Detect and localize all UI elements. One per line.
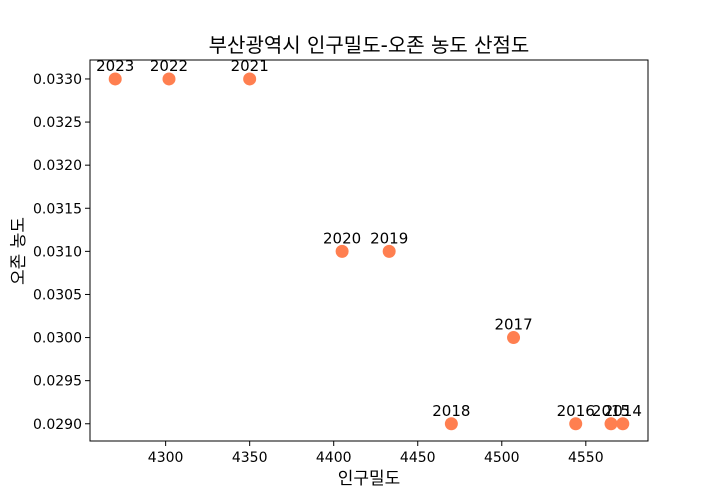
data-point: [569, 417, 583, 431]
data-point-label: 2018: [432, 402, 470, 420]
data-point-label: 2016: [557, 402, 595, 420]
data-point-label: 2015: [592, 402, 630, 420]
x-tick-label: 4450: [400, 450, 436, 466]
x-tick-label: 4400: [316, 450, 352, 466]
data-point: [604, 417, 618, 431]
data-point: [335, 244, 349, 258]
y-tick-label: 0.0320: [33, 158, 82, 174]
data-point-label: 2023: [96, 57, 134, 75]
y-tick-label: 0.0290: [33, 417, 82, 433]
x-tick-label: 4500: [484, 450, 520, 466]
data-point: [444, 417, 458, 431]
data-point: [382, 244, 396, 258]
data-point: [108, 72, 122, 86]
data-point: [243, 72, 257, 86]
data-point-label: 2020: [323, 229, 361, 247]
chart-title: 부산광역시 인구밀도-오존 농도 산점도: [209, 33, 530, 57]
y-axis-label: 오존 농도: [9, 217, 29, 285]
data-point: [162, 72, 176, 86]
y-tick-label: 0.0305: [33, 287, 82, 303]
x-axis: 4300 4350 4400 4450 4500 4550: [148, 441, 604, 466]
x-tick-label: 4350: [232, 450, 268, 466]
y-tick-label: 0.0330: [33, 72, 82, 88]
y-tick-label: 0.0310: [33, 244, 82, 260]
x-axis-label: 인구밀도: [338, 469, 401, 489]
y-tick-label: 0.0295: [33, 374, 82, 390]
data-point: [507, 331, 521, 345]
data-point-label: 2017: [494, 316, 532, 334]
y-tick-label: 0.0315: [33, 201, 82, 217]
y-axis: 0.0290 0.0295 0.0300 0.0305 0.0310 0.0315 0.03…: [33, 72, 90, 433]
y-tick-label: 0.0300: [33, 331, 82, 347]
x-tick-label: 4300: [148, 450, 184, 466]
data-point-label: 2014: [604, 402, 642, 420]
data-point-label: 2019: [370, 229, 408, 247]
x-tick-label: 4550: [568, 450, 604, 466]
data-point: [616, 417, 630, 431]
data-point-label: 2022: [150, 57, 188, 75]
data-point-label: 2021: [231, 57, 269, 75]
y-tick-label: 0.0325: [33, 115, 82, 131]
plot-frame: [89, 59, 649, 442]
